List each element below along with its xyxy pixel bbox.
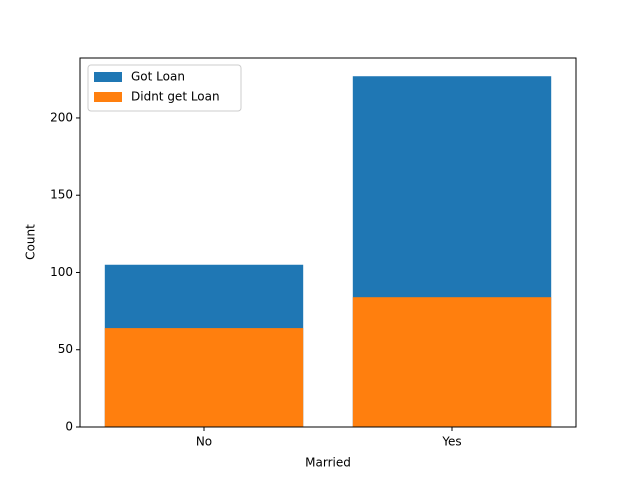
y-tick-label: 0: [65, 420, 73, 434]
bar: [352, 297, 552, 427]
legend: [87, 64, 242, 112]
y-tick-label: 200: [50, 110, 73, 124]
legend-label: Got Loan: [131, 70, 185, 84]
y-tick-label: 50: [58, 342, 73, 356]
y-tick-label: 100: [50, 265, 73, 279]
y-tick-label: 150: [50, 188, 73, 202]
x-tick-label: No: [196, 435, 212, 449]
x-axis-label: Married: [305, 456, 351, 470]
legend-swatch: [94, 92, 122, 102]
legend-label: Didnt get Loan: [131, 90, 220, 104]
bar: [104, 328, 304, 427]
legend-swatch: [94, 72, 122, 82]
plot-frame: [79, 57, 577, 428]
y-axis-label: Count: [24, 224, 38, 260]
x-tick-label: Yes: [441, 435, 461, 449]
